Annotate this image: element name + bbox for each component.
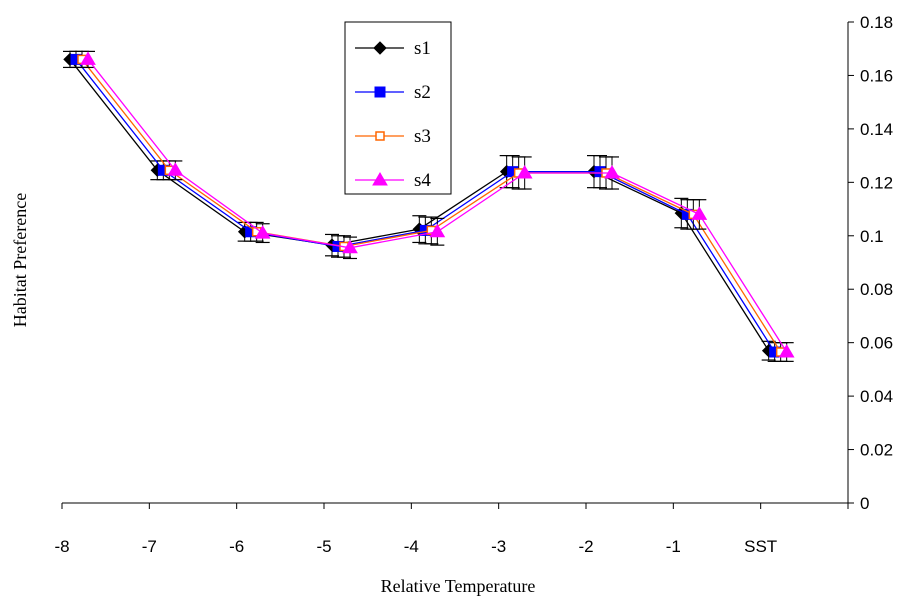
- y-tick-label: 0.06: [860, 334, 893, 353]
- legend-marker: [375, 131, 385, 141]
- y-tick-label: 0.02: [860, 441, 893, 460]
- y-tick-label: 0: [860, 494, 869, 513]
- x-tick-label: -1: [666, 537, 681, 556]
- data-point: [167, 162, 184, 176]
- data-point: [254, 225, 271, 239]
- legend-box: [344, 21, 452, 195]
- legend-marker: [374, 86, 386, 98]
- x-tick-label: -7: [142, 537, 157, 556]
- legend-label: s2: [414, 82, 431, 103]
- y-tick-label: 0.18: [860, 13, 893, 32]
- x-tick-label: -3: [491, 537, 506, 556]
- y-tick-label: 0.14: [860, 120, 893, 139]
- legend-label: s4: [414, 170, 431, 191]
- x-tick-label: -2: [578, 537, 593, 556]
- data-point: [691, 206, 708, 220]
- data-point: [429, 223, 446, 238]
- data-point: [342, 239, 358, 254]
- series-s4: [80, 50, 795, 362]
- y-tick-label: 0.08: [860, 280, 893, 299]
- data-point: [604, 164, 620, 179]
- x-tick-label: -6: [229, 537, 244, 556]
- axes: -8 -7 -6 -5 -4 -3 -2 -1 SST 0 0.02 0.04 0.06 0.08 0.1 0…: [54, 13, 893, 556]
- legend-marker: [373, 41, 387, 55]
- y-axis-title: Habitat Preference: [10, 193, 30, 327]
- x-tick-label: -5: [316, 537, 331, 556]
- y-tick-label: 0.04: [860, 387, 893, 406]
- x-axis-title: Relative Temperature: [381, 576, 536, 596]
- series-s2: [69, 50, 782, 362]
- legend-marker: [372, 172, 388, 186]
- legend: s1 s2 s3 s4: [344, 21, 452, 195]
- y-tick-label: 0.16: [860, 66, 893, 85]
- data-point: [778, 344, 795, 358]
- x-tick-label: SST: [744, 537, 777, 556]
- legend-label: s3: [414, 126, 431, 147]
- series-layer: [63, 50, 795, 362]
- x-tick-label: -4: [404, 537, 419, 556]
- x-tick-label: -8: [54, 537, 69, 556]
- data-point: [516, 164, 533, 179]
- y-tick-label: 0.12: [860, 173, 893, 192]
- y-tick-label: 0.1: [860, 227, 884, 246]
- legend-label: s1: [414, 38, 431, 59]
- data-point: [80, 51, 96, 65]
